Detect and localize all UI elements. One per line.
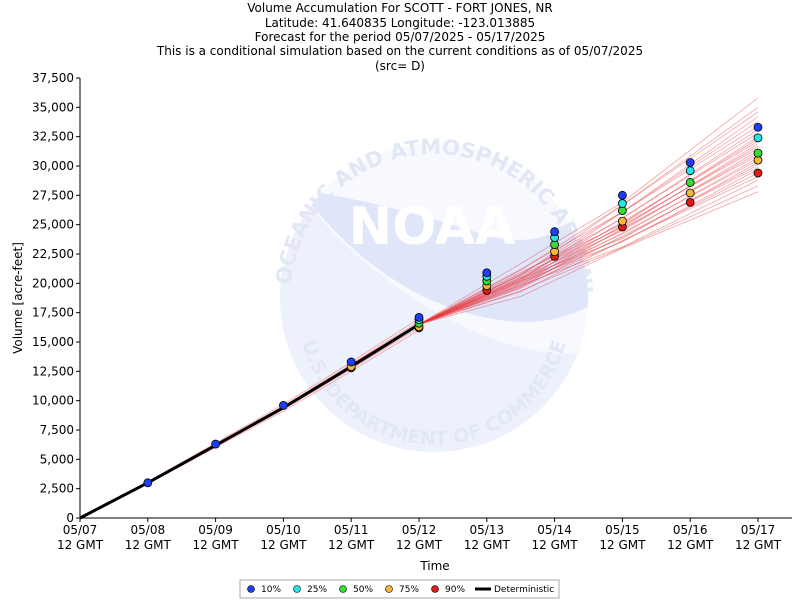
- x-tick-sublabel: 12 GMT: [125, 538, 172, 552]
- y-tick-label: 2,500: [40, 482, 74, 496]
- y-tick-label: 30,000: [32, 159, 74, 173]
- x-tick-label: 05/17: [741, 523, 776, 537]
- y-tick-label: 7,500: [40, 423, 74, 437]
- marker-75pct: [685, 188, 695, 198]
- watermark-wave-dark: [300, 190, 588, 322]
- x-tick-label: 05/07: [63, 523, 98, 537]
- x-tick-label: 05/08: [131, 523, 166, 537]
- deterministic-series: [79, 323, 420, 520]
- x-tick-sublabel: 12 GMT: [532, 538, 579, 552]
- marker-25pct: [685, 166, 695, 176]
- y-tick-label: 32,500: [32, 130, 74, 144]
- x-tick-sublabel: 12 GMT: [599, 538, 646, 552]
- y-tick-label: 25,000: [32, 218, 74, 232]
- marker-10pct: [618, 190, 627, 200]
- percentile-markers: [143, 122, 763, 488]
- legend-swatch: [247, 585, 255, 593]
- x-tick-sublabel: 12 GMT: [464, 538, 511, 552]
- legend-label: 75%: [399, 585, 419, 595]
- x-tick-label: 05/11: [334, 523, 369, 537]
- y-tick-label: 0: [66, 511, 74, 525]
- chart-titles: Volume Accumulation For SCOTT - FORT JON…: [156, 1, 643, 73]
- marker-50pct: [753, 148, 763, 158]
- chart-subtitle-location: Latitude: 41.640835 Longitude: -123.0138…: [265, 16, 535, 30]
- x-axis-label: Time: [419, 559, 449, 573]
- y-axis-label: Volume [acre-feet]: [11, 242, 25, 354]
- marker-25pct: [753, 133, 763, 143]
- chart-subtitle-source: (src= D): [375, 59, 425, 73]
- marker-10pct: [346, 357, 356, 367]
- y-axis-ticks: 0 2,500 5,000 7,500 10,000 12,500 15,000 17,500…: [32, 71, 80, 525]
- y-tick-label: 35,000: [32, 100, 74, 114]
- chart-title: Volume Accumulation For SCOTT - FORT JON…: [247, 1, 553, 15]
- y-tick-label: 12,500: [32, 364, 74, 378]
- y-tick-label: 10,000: [32, 394, 74, 408]
- watermark-disc: [280, 144, 588, 452]
- legend-box: [239, 579, 560, 599]
- y-tick-label: 5,000: [40, 452, 74, 466]
- x-tick-sublabel: 12 GMT: [193, 538, 240, 552]
- x-tick-sublabel: 12 GMT: [57, 538, 104, 552]
- marker-50pct: [685, 178, 695, 187]
- marker-10pct: [550, 227, 559, 237]
- x-tick-sublabel: 12 GMT: [328, 538, 375, 552]
- legend-swatch: [385, 585, 393, 593]
- x-tick-label: 05/16: [673, 523, 708, 537]
- y-tick-label: 15,000: [32, 335, 74, 349]
- x-tick-sublabel: 12 GMT: [396, 538, 443, 552]
- chart-legend: 10% 25% 50% 75% 90% Deterministic: [239, 579, 560, 599]
- chart-subtitle-period: Forecast for the period 05/07/2025 - 05/…: [255, 30, 546, 44]
- marker-10pct: [414, 312, 424, 322]
- marker-90pct: [685, 197, 695, 207]
- x-tick-label: 05/12: [402, 523, 437, 537]
- marker-75pct: [618, 216, 627, 226]
- chart-subtitle-conditions: This is a conditional simulation based o…: [156, 44, 643, 58]
- legend-swatch: [339, 585, 347, 593]
- legend-label: 10%: [261, 585, 281, 595]
- x-tick-sublabel: 12 GMT: [667, 538, 714, 552]
- watermark-center-text: NOAA: [349, 197, 516, 257]
- legend-swatch: [431, 585, 439, 593]
- x-tick-label: 05/13: [470, 523, 505, 537]
- y-tick-label: 22,500: [32, 247, 74, 261]
- y-tick-label: 17,500: [32, 306, 74, 320]
- marker-90pct: [753, 168, 763, 178]
- watermark-wave-light: [280, 144, 588, 354]
- y-tick-label: 27,500: [32, 188, 74, 202]
- marker-25pct: [618, 199, 627, 208]
- noaa-watermark-logo: NOAA NATIONAL OCEANIC AND ATMOSPHERIC AD…: [0, 0, 597, 452]
- x-tick-label: 05/10: [266, 523, 301, 537]
- legend-label: 50%: [353, 585, 373, 595]
- x-tick-label: 05/09: [198, 523, 233, 537]
- marker-10pct: [211, 439, 221, 449]
- marker-10pct: [685, 158, 695, 167]
- y-tick-label: 37,500: [32, 71, 74, 85]
- chart-axes: [79, 78, 792, 519]
- legend-label: 90%: [445, 585, 465, 595]
- x-tick-label: 05/14: [537, 523, 572, 537]
- x-tick-label: 05/15: [605, 523, 640, 537]
- legend-label: Deterministic: [494, 585, 554, 595]
- marker-10pct: [278, 400, 288, 410]
- x-tick-sublabel: 12 GMT: [735, 538, 782, 552]
- marker-10pct: [143, 478, 153, 488]
- marker-10pct: [482, 268, 492, 278]
- legend-items: 10% 25% 50% 75% 90% Deterministic: [247, 585, 554, 595]
- legend-swatch: [293, 585, 301, 593]
- legend-label: 25%: [307, 585, 327, 595]
- deterministic-line: [79, 323, 420, 520]
- x-tick-sublabel: 12 GMT: [260, 538, 307, 552]
- y-tick-label: 20,000: [32, 276, 74, 290]
- marker-10pct: [753, 122, 763, 132]
